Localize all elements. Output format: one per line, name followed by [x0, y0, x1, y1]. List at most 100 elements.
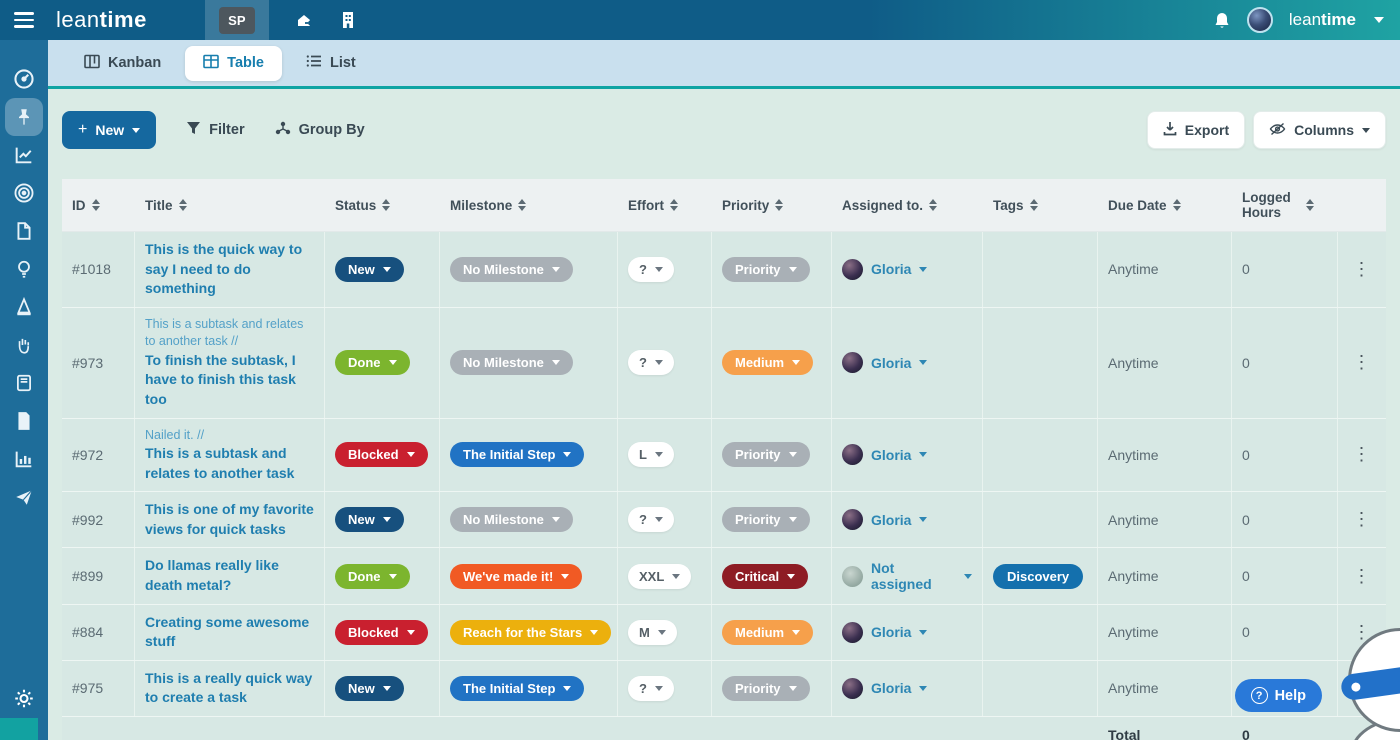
milestone-dropdown[interactable]: No Milestone	[450, 256, 573, 282]
sidebar-item-designer[interactable]	[5, 288, 43, 326]
due-date[interactable]: Anytime	[1098, 232, 1232, 307]
filter-button[interactable]: Filter	[186, 121, 245, 139]
priority-dropdown[interactable]: Priority	[722, 675, 810, 701]
effort-dropdown[interactable]: ?	[628, 675, 674, 701]
task-title-link[interactable]: This is the quick way to say I need to d…	[145, 241, 303, 297]
priority-dropdown[interactable]: Medium	[722, 350, 814, 376]
user-avatar[interactable]	[1246, 7, 1273, 33]
project-tab[interactable]: SP	[204, 0, 269, 40]
user-menu-caret-icon[interactable]	[1374, 17, 1384, 23]
status-dropdown[interactable]: Blocked	[335, 442, 428, 468]
row-menu-icon[interactable]: ⋮	[1352, 258, 1372, 279]
priority-dropdown[interactable]: Priority	[722, 442, 810, 468]
assignee-dropdown[interactable]: Gloria	[842, 258, 928, 280]
assignee-dropdown[interactable]: Gloria	[842, 621, 928, 643]
priority-dropdown[interactable]: Medium	[722, 619, 814, 645]
assignee-dropdown[interactable]: Gloria	[842, 509, 928, 531]
row-menu-icon[interactable]: ⋮	[1352, 444, 1372, 465]
notifications-bell-icon[interactable]	[1213, 11, 1231, 30]
status-dropdown[interactable]: Done	[335, 563, 410, 589]
table-row[interactable]: #973 This is a subtask and relates to an…	[62, 307, 1386, 419]
milestone-dropdown[interactable]: No Milestone	[450, 507, 573, 533]
effort-dropdown[interactable]: XXL	[628, 563, 692, 589]
due-date[interactable]: Anytime	[1098, 660, 1232, 716]
task-title-link[interactable]: Creating some awesome stuff	[145, 613, 310, 650]
status-dropdown[interactable]: New	[335, 675, 404, 701]
task-title-link[interactable]: This is a really quick way to create a t…	[145, 669, 313, 706]
menu-toggle-icon[interactable]	[0, 0, 48, 40]
table-row[interactable]: #899 Do llamas really like death metal? …	[62, 548, 1386, 605]
sidebar-item-ideas[interactable]	[5, 250, 43, 288]
priority-dropdown[interactable]: Priority	[722, 507, 810, 533]
sidebar-item-pinned[interactable]	[5, 98, 43, 136]
table-row[interactable]: #992 This is one of my favorite views fo…	[62, 492, 1386, 549]
header-due-date[interactable]: Due Date	[1098, 179, 1232, 231]
assignee-dropdown[interactable]: Gloria	[842, 352, 928, 374]
table-row[interactable]: #884 Creating some awesome stuff Blocked…	[62, 604, 1386, 661]
tab-kanban[interactable]: Kanban	[66, 46, 179, 81]
user-menu[interactable]: leantime	[1288, 10, 1356, 29]
header-effort[interactable]: Effort	[618, 179, 712, 231]
sidebar-item-retrospective[interactable]	[5, 326, 43, 364]
due-date[interactable]: Anytime	[1098, 307, 1232, 418]
row-menu-icon[interactable]: ⋮	[1352, 352, 1372, 373]
sidebar-item-goals[interactable]	[5, 174, 43, 212]
group-by-button[interactable]: Group By	[275, 121, 365, 139]
task-title-link[interactable]: This is a subtask and relates to another…	[145, 445, 295, 481]
due-date[interactable]: Anytime	[1098, 492, 1232, 548]
header-tags[interactable]: Tags	[983, 179, 1098, 231]
table-row[interactable]: #1018 This is the quick way to say I nee…	[62, 232, 1386, 308]
due-date[interactable]: Anytime	[1098, 548, 1232, 604]
sidebar-item-wiki[interactable]	[5, 364, 43, 402]
status-dropdown[interactable]: New	[335, 256, 404, 282]
milestone-dropdown[interactable]: No Milestone	[450, 350, 573, 376]
header-logged-hours[interactable]: Logged Hours	[1232, 179, 1338, 231]
row-menu-icon[interactable]: ⋮	[1352, 621, 1372, 642]
effort-dropdown[interactable]: ?	[628, 507, 674, 533]
task-title-link[interactable]: To finish the subtask, I have to finish …	[145, 351, 296, 407]
header-title[interactable]: Title	[135, 179, 325, 231]
sidebar-item-blueprints[interactable]	[5, 212, 43, 250]
task-title-link[interactable]: Do llamas really like death metal?	[145, 557, 279, 594]
milestone-dropdown[interactable]: The Initial Step	[450, 675, 585, 701]
header-assigned-to[interactable]: Assigned to.	[832, 179, 983, 231]
tag-badge[interactable]: Discovery	[993, 563, 1084, 589]
sidebar-item-timeline[interactable]	[5, 136, 43, 174]
header-status[interactable]: Status	[325, 179, 440, 231]
export-button[interactable]: Export	[1146, 111, 1246, 149]
status-dropdown[interactable]: New	[335, 507, 404, 533]
priority-dropdown[interactable]: Critical	[722, 563, 809, 589]
effort-dropdown[interactable]: ?	[628, 256, 674, 282]
row-menu-icon[interactable]: ⋮	[1352, 509, 1372, 530]
status-dropdown[interactable]: Blocked	[335, 619, 428, 645]
milestone-dropdown[interactable]: The Initial Step	[450, 442, 585, 468]
effort-dropdown[interactable]: L	[628, 442, 674, 468]
header-milestone[interactable]: Milestone	[440, 179, 618, 231]
assignee-dropdown[interactable]: Not assigned	[842, 560, 972, 592]
settings-gear-icon[interactable]	[14, 688, 35, 714]
status-dropdown[interactable]: Done	[335, 350, 410, 376]
new-button[interactable]: + New	[62, 111, 157, 149]
effort-dropdown[interactable]: ?	[628, 350, 674, 376]
milestone-dropdown[interactable]: Reach for the Stars	[450, 619, 612, 645]
due-date[interactable]: Anytime	[1098, 604, 1232, 660]
priority-dropdown[interactable]: Priority	[722, 256, 810, 282]
sidebar-item-reports[interactable]	[5, 440, 43, 478]
sidebar-item-submit-idea[interactable]	[5, 478, 43, 516]
header-priority[interactable]: Priority	[712, 179, 832, 231]
table-row[interactable]: #972 Nailed it. // This is a subtask and…	[62, 418, 1386, 493]
due-date[interactable]: Anytime	[1098, 418, 1232, 492]
columns-button[interactable]: Columns	[1253, 111, 1386, 149]
task-title-link[interactable]: This is one of my favorite views for qui…	[145, 501, 314, 537]
company-icon[interactable]	[340, 11, 356, 29]
effort-dropdown[interactable]: M	[628, 619, 677, 645]
tab-list[interactable]: List	[288, 46, 374, 80]
sidebar-item-dashboard[interactable]	[5, 60, 43, 98]
switch-project-icon[interactable]	[295, 11, 314, 30]
app-logo[interactable]: leantime	[56, 7, 147, 32]
row-menu-icon[interactable]: ⋮	[1352, 565, 1372, 586]
assignee-dropdown[interactable]: Gloria	[842, 444, 928, 466]
help-button[interactable]: ? Help	[1234, 679, 1322, 712]
assignee-dropdown[interactable]: Gloria	[842, 677, 928, 699]
tab-table[interactable]: Table	[185, 45, 282, 81]
